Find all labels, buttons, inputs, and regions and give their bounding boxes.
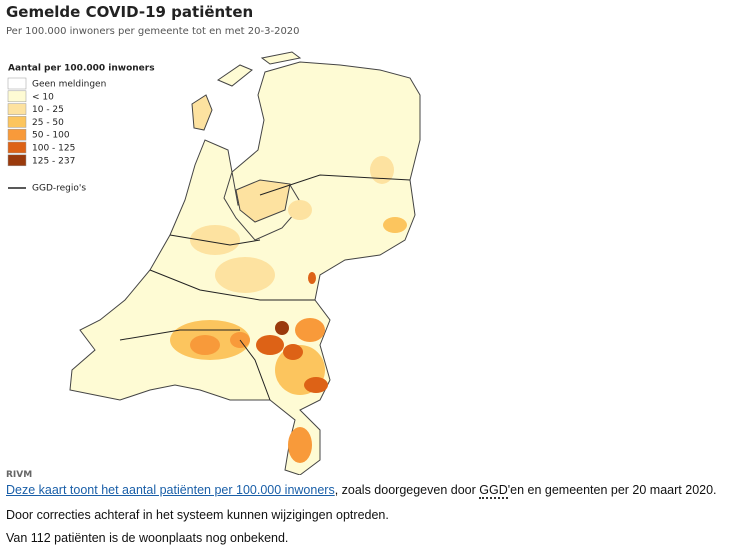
- island: [235, 179, 291, 223]
- legend-swatch: [7, 103, 27, 115]
- caption-text: , zoals doorgegeven door: [334, 483, 480, 497]
- title: Gemelde COVID-19 patiënten: [6, 3, 254, 21]
- source: RIVM: [6, 470, 33, 480]
- legend-label: 25 - 50: [32, 118, 64, 128]
- legend-swatch: [7, 141, 27, 154]
- island: [260, 51, 302, 65]
- legend-label: GGD-regio's: [32, 184, 86, 194]
- legend-label: 100 - 125: [32, 144, 75, 154]
- legend-swatch: [7, 77, 27, 90]
- caption-line: Van 112 patiënten is de woonplaats nog o…: [6, 531, 289, 545]
- legend-title: Aantal per 100.000 inwoners: [8, 64, 155, 74]
- subtitle: Per 100.000 inwoners per gemeente tot en…: [6, 26, 300, 37]
- legend: Aantal per 100.000 inwoners Geen meldinge…: [7, 64, 155, 194]
- caption-line: Door correcties achteraf in het systeem …: [6, 508, 389, 522]
- map: [69, 51, 421, 475]
- abbr[interactable]: GGD: [479, 483, 508, 499]
- island: [216, 64, 253, 87]
- legend-swatch: [7, 128, 27, 141]
- ggd-border: [119, 174, 411, 401]
- legend-label: 10 - 25: [32, 105, 64, 115]
- caption-text: 'en en gemeenten per 20 maart 2020.: [507, 483, 717, 497]
- caption-line: Deze kaart toont het aantal patiënten pe…: [6, 483, 717, 499]
- legend-label: 125 - 237: [32, 156, 75, 166]
- country: [69, 51, 421, 475]
- caption-link[interactable]: Deze kaart toont het aantal patiënten pe…: [6, 483, 335, 497]
- legend-swatch: [7, 90, 27, 103]
- legend-label: Geen meldingen: [32, 80, 106, 90]
- legend-swatch: [7, 154, 27, 167]
- legend-label: < 10: [32, 92, 54, 102]
- legend-label: 50 - 100: [32, 131, 70, 141]
- island: [191, 94, 213, 131]
- legend-swatch: [7, 116, 27, 128]
